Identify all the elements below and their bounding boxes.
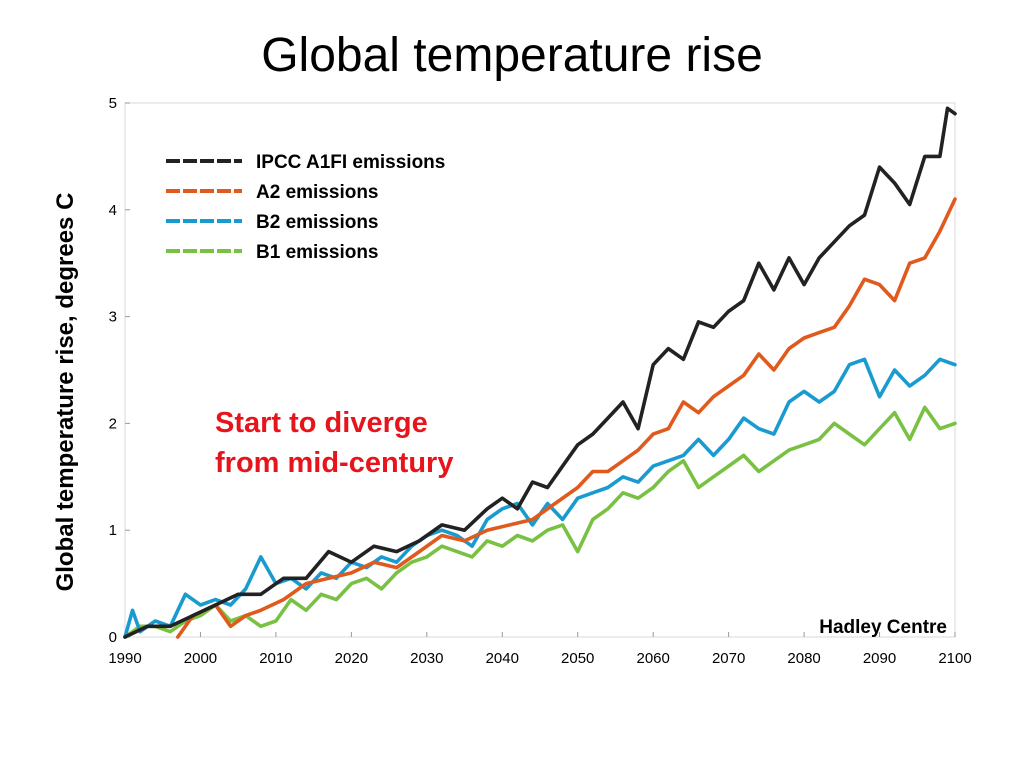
y-tick-label: 2 [109, 415, 117, 432]
legend-entry-2: A2 emissions [166, 182, 379, 203]
legend-entry-3: B2 emissions [166, 212, 379, 233]
y-tick-label: 3 [109, 309, 117, 326]
x-tick-label: 2060 [636, 650, 669, 667]
series-line-2 [176, 197, 957, 639]
legend: IPCC A1FI emissions A2 emissions B2 emissi… [166, 152, 445, 263]
x-tick-label: 1990 [108, 650, 141, 667]
y-tick-label: 5 [109, 95, 117, 112]
legend-label: B1 emissions [256, 242, 379, 263]
x-tick-label: 2090 [863, 650, 896, 667]
x-tick-label: 2100 [938, 650, 971, 667]
x-tick-label: 2020 [335, 650, 368, 667]
chart-title: Global temperature rise [261, 29, 763, 82]
plot-frame [124, 102, 956, 638]
annotation-line-2: from mid-century [215, 447, 453, 479]
series-layer [123, 106, 957, 639]
y-tick-label: 4 [109, 202, 117, 219]
series-line-3 [123, 357, 957, 639]
x-tick-label: 2040 [486, 650, 519, 667]
legend-label: A2 emissions [256, 182, 379, 203]
y-tick-label: 1 [109, 522, 117, 539]
x-tick-label: 2050 [561, 650, 594, 667]
x-tick-label: 2080 [787, 650, 820, 667]
axes: 1990 2000 2010 2020 2030 2040 2050 2060 2070 2080… [108, 95, 971, 667]
x-tick-label: 2010 [259, 650, 292, 667]
x-tick-label: 2070 [712, 650, 745, 667]
legend-label: B2 emissions [256, 212, 379, 233]
legend-entry-1: IPCC A1FI emissions [166, 152, 445, 173]
legend-entry-4: B1 emissions [166, 242, 379, 263]
y-tick-label: 0 [109, 629, 117, 646]
credit-label: Hadley Centre [819, 617, 947, 638]
legend-label: IPCC A1FI emissions [256, 152, 445, 173]
annotation-line-1: Start to diverge [215, 407, 428, 439]
x-tick-label: 2030 [410, 650, 443, 667]
x-tick-label: 2000 [184, 650, 217, 667]
series-line-4 [123, 405, 957, 639]
series-line-1 [123, 106, 957, 639]
